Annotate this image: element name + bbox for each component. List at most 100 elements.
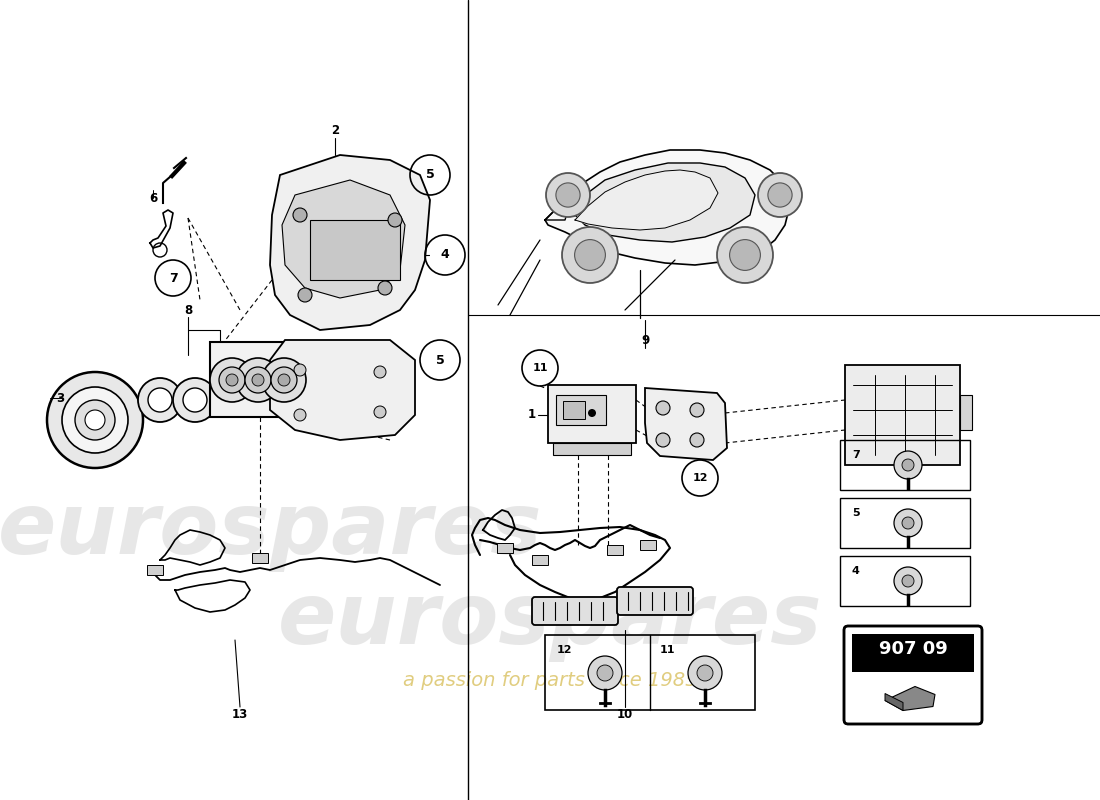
Circle shape bbox=[378, 281, 392, 295]
Text: 9: 9 bbox=[641, 334, 649, 346]
Bar bbox=[532, 555, 548, 565]
Text: 7: 7 bbox=[168, 271, 177, 285]
Circle shape bbox=[690, 403, 704, 417]
Circle shape bbox=[262, 358, 306, 402]
Text: 8: 8 bbox=[184, 303, 192, 317]
Circle shape bbox=[902, 517, 914, 529]
Bar bbox=[544, 635, 755, 710]
Text: 5: 5 bbox=[436, 354, 444, 366]
Circle shape bbox=[294, 409, 306, 421]
FancyBboxPatch shape bbox=[844, 626, 982, 724]
Circle shape bbox=[278, 374, 290, 386]
FancyBboxPatch shape bbox=[210, 342, 310, 417]
Text: 3: 3 bbox=[56, 391, 64, 405]
Polygon shape bbox=[544, 150, 790, 265]
Circle shape bbox=[293, 208, 307, 222]
Text: 5: 5 bbox=[426, 169, 434, 182]
Circle shape bbox=[894, 509, 922, 537]
Text: eurospares: eurospares bbox=[0, 489, 542, 571]
Text: 13: 13 bbox=[232, 709, 249, 722]
Circle shape bbox=[902, 575, 914, 587]
Circle shape bbox=[894, 451, 922, 479]
Text: eurospares: eurospares bbox=[277, 578, 823, 662]
Bar bbox=[852, 634, 974, 672]
Text: 12: 12 bbox=[557, 645, 572, 655]
Bar bbox=[840, 556, 970, 606]
Circle shape bbox=[173, 378, 217, 422]
Text: 10: 10 bbox=[617, 709, 634, 722]
Circle shape bbox=[226, 374, 238, 386]
Circle shape bbox=[588, 409, 596, 417]
Circle shape bbox=[236, 358, 280, 402]
Circle shape bbox=[758, 173, 802, 217]
Circle shape bbox=[75, 400, 116, 440]
Circle shape bbox=[656, 401, 670, 415]
Circle shape bbox=[588, 656, 621, 690]
Bar bbox=[310, 220, 400, 280]
Bar bbox=[607, 545, 623, 555]
Circle shape bbox=[546, 173, 590, 217]
Bar bbox=[960, 395, 972, 430]
Polygon shape bbox=[570, 163, 755, 242]
Circle shape bbox=[298, 288, 312, 302]
Polygon shape bbox=[886, 686, 935, 710]
Circle shape bbox=[374, 366, 386, 378]
Circle shape bbox=[697, 665, 713, 681]
Polygon shape bbox=[270, 340, 415, 440]
Bar bbox=[147, 565, 163, 575]
Text: 907 09: 907 09 bbox=[879, 640, 947, 658]
Text: a passion for parts since 1985: a passion for parts since 1985 bbox=[403, 670, 697, 690]
Circle shape bbox=[245, 367, 271, 393]
Circle shape bbox=[729, 239, 760, 270]
Circle shape bbox=[768, 183, 792, 207]
Polygon shape bbox=[886, 694, 903, 710]
Circle shape bbox=[252, 374, 264, 386]
FancyBboxPatch shape bbox=[617, 587, 693, 615]
Bar bbox=[840, 498, 970, 548]
Circle shape bbox=[902, 459, 914, 471]
Circle shape bbox=[374, 406, 386, 418]
Circle shape bbox=[85, 410, 104, 430]
Text: 7: 7 bbox=[852, 450, 860, 460]
Circle shape bbox=[597, 665, 613, 681]
Bar bbox=[563, 401, 585, 419]
Circle shape bbox=[138, 378, 182, 422]
Circle shape bbox=[894, 567, 922, 595]
Circle shape bbox=[574, 239, 605, 270]
Text: 4: 4 bbox=[441, 249, 450, 262]
Polygon shape bbox=[575, 170, 718, 230]
Bar bbox=[497, 543, 513, 553]
Circle shape bbox=[47, 372, 143, 468]
Circle shape bbox=[62, 387, 128, 453]
FancyBboxPatch shape bbox=[845, 365, 960, 465]
Circle shape bbox=[562, 227, 618, 283]
Text: 5: 5 bbox=[852, 508, 859, 518]
Circle shape bbox=[717, 227, 773, 283]
Text: 12: 12 bbox=[692, 473, 707, 483]
Circle shape bbox=[148, 388, 172, 412]
Bar bbox=[556, 395, 606, 425]
Bar bbox=[553, 443, 631, 455]
Circle shape bbox=[688, 656, 722, 690]
Text: 11: 11 bbox=[532, 363, 548, 373]
FancyBboxPatch shape bbox=[532, 597, 618, 625]
Circle shape bbox=[183, 388, 207, 412]
Circle shape bbox=[690, 433, 704, 447]
Text: 2: 2 bbox=[331, 123, 339, 137]
Text: 4: 4 bbox=[852, 566, 860, 576]
Circle shape bbox=[656, 433, 670, 447]
Bar bbox=[252, 553, 268, 563]
Circle shape bbox=[294, 364, 306, 376]
Text: 1: 1 bbox=[528, 409, 536, 422]
Polygon shape bbox=[282, 180, 405, 298]
FancyBboxPatch shape bbox=[548, 385, 636, 443]
Circle shape bbox=[271, 367, 297, 393]
Circle shape bbox=[388, 213, 401, 227]
Bar bbox=[640, 540, 656, 550]
Text: 6: 6 bbox=[148, 191, 157, 205]
Circle shape bbox=[556, 183, 580, 207]
Bar bbox=[840, 440, 970, 490]
Text: 11: 11 bbox=[660, 645, 675, 655]
Circle shape bbox=[219, 367, 245, 393]
Polygon shape bbox=[645, 388, 727, 460]
